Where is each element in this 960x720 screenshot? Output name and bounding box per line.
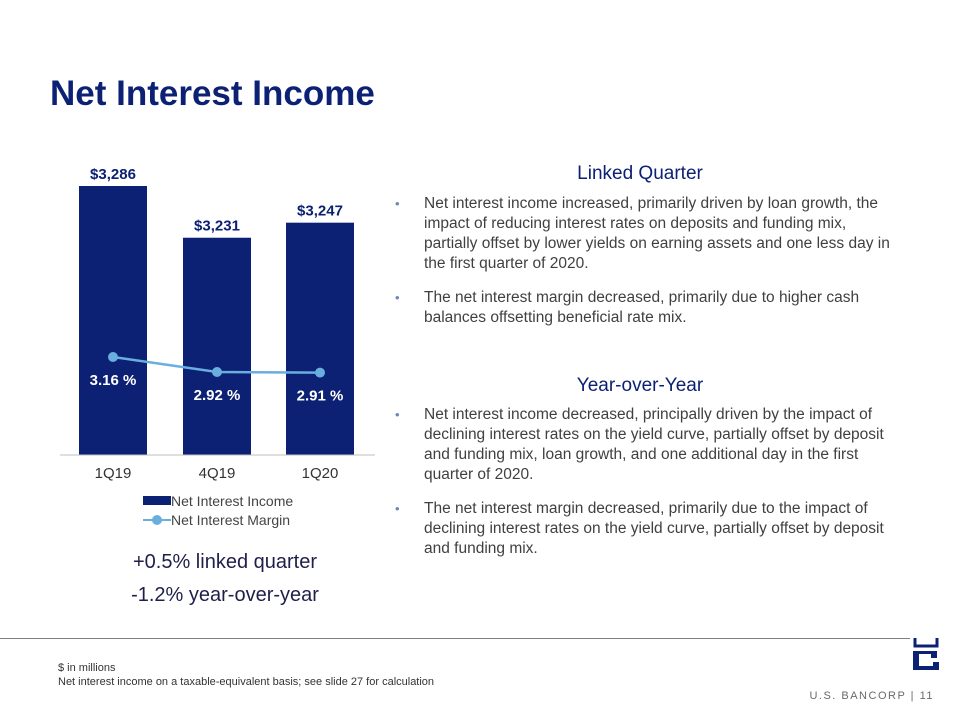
footer-brand: U.S. BANCORP | 11	[809, 690, 934, 702]
x-tick-label: 4Q19	[199, 465, 236, 482]
legend-bar-swatch	[143, 496, 171, 505]
year-over-year-bullets: Net interest income decreased, principal…	[395, 405, 895, 573]
legend-label-net-interest-income: Net Interest Income	[171, 492, 294, 509]
margin-value-label: 2.91 %	[297, 388, 344, 405]
margin-value-label: 2.92 %	[194, 387, 241, 404]
bar-value-label: $3,247	[297, 203, 343, 220]
footnote-units: $ in millions	[58, 662, 116, 674]
x-tick-label: 1Q19	[95, 465, 132, 482]
bar-4Q19	[183, 237, 251, 455]
shield-logo-icon	[913, 638, 939, 670]
bullet-item: The net interest margin decreased, prima…	[395, 499, 895, 559]
slide-title: Net Interest Income	[50, 74, 375, 113]
linked-quarter-bullets: Net interest income increased, primarily…	[395, 194, 895, 342]
legend-label-net-interest-margin: Net Interest Margin	[171, 511, 291, 528]
year-over-year-heading: Year-over-Year	[576, 375, 704, 396]
margin-point	[108, 352, 118, 362]
legend-item-net-interest-income: Net Interest Income	[143, 491, 293, 510]
footer-divider	[0, 638, 910, 639]
x-tick-label: 1Q20	[302, 465, 339, 482]
footnote-basis: Net interest income on a taxable-equival…	[58, 676, 435, 688]
margin-value-label: 3.16 %	[90, 372, 137, 389]
page-number: 11	[919, 690, 934, 702]
bullet-item: The net interest margin decreased, prima…	[395, 288, 895, 328]
margin-point	[315, 367, 325, 378]
linked-quarter-heading: Linked Quarter	[577, 163, 703, 184]
linked-quarter-change: +0.5% linked quarter	[132, 551, 317, 573]
margin-point	[212, 367, 222, 377]
bullet-item: Net interest income decreased, principal…	[395, 405, 895, 485]
bullet-item: Net interest income increased, primarily…	[395, 194, 895, 274]
brand-separator: |	[910, 690, 916, 702]
brand-name: U.S. BANCORP	[809, 690, 907, 702]
legend-line-swatch	[143, 514, 171, 525]
year-over-year-change: -1.2% year-over-year	[131, 584, 319, 606]
bar-1Q20	[286, 222, 354, 455]
bar-value-label: $3,286	[90, 166, 136, 183]
bar-1Q19	[79, 186, 147, 455]
bar-value-label: $3,231	[194, 218, 240, 235]
legend-item-net-interest-margin: Net Interest Margin	[143, 510, 293, 529]
chart-legend: Net Interest Income Net Interest Margin	[143, 491, 293, 529]
